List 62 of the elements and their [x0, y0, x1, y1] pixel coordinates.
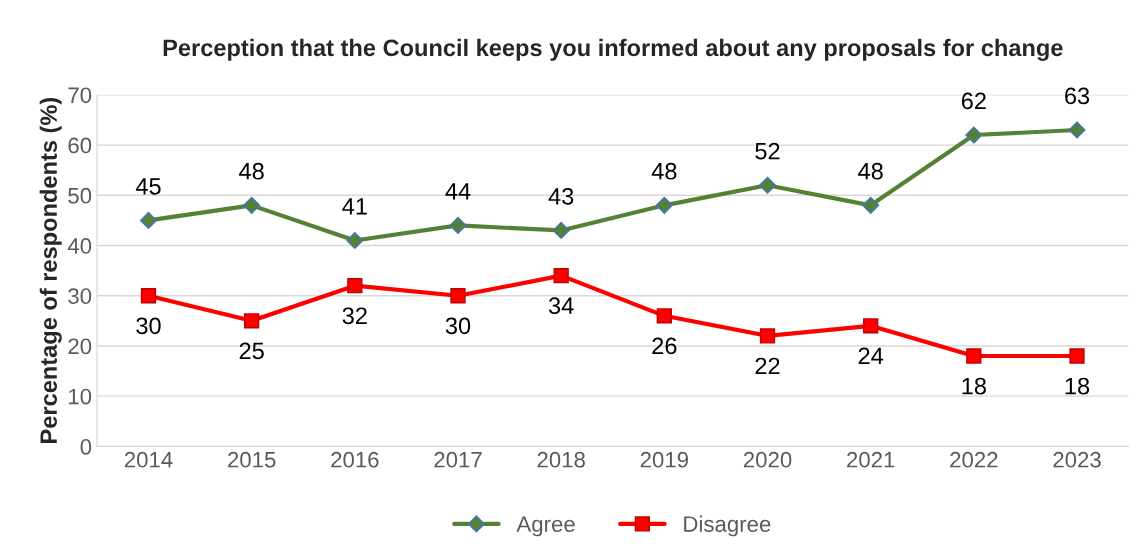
point	[863, 318, 879, 334]
data-label: 30	[136, 317, 161, 335]
data-label: 30	[445, 317, 471, 335]
y-tick-label: 50	[68, 187, 92, 204]
data-label: 43	[548, 187, 574, 205]
point	[139, 211, 158, 229]
data-label: 18	[1065, 377, 1090, 395]
point	[552, 221, 570, 240]
data-label: 45	[135, 178, 161, 195]
data-label: 48	[239, 162, 264, 180]
point	[140, 288, 157, 304]
x-tick-label: 2017	[434, 451, 482, 468]
point	[758, 176, 777, 194]
legend-label: Disagree	[684, 515, 771, 537]
point	[656, 308, 672, 324]
y-tick-label: 40	[67, 238, 92, 254]
x-tick-label: 2023	[1053, 451, 1101, 468]
data-label: 24	[858, 347, 884, 365]
point	[244, 313, 260, 329]
data-label: 32	[342, 307, 367, 325]
legend-label: Agree	[516, 516, 575, 537]
data-label: 48	[651, 162, 677, 180]
x-tick-label: 2020	[743, 451, 792, 468]
x-tick-label: 2014	[124, 451, 173, 468]
point	[966, 348, 982, 364]
data-label: 52	[755, 142, 780, 160]
y-tick-label: 10	[69, 388, 92, 405]
data-label: 63	[1065, 87, 1090, 105]
data-label: 41	[342, 198, 367, 215]
y-tick-label: 70	[68, 87, 92, 104]
x-tick-label: 2015	[228, 451, 276, 468]
data-label: 22	[755, 357, 780, 375]
x-tick-label: 2021	[847, 451, 895, 468]
point	[449, 216, 467, 234]
point	[243, 196, 261, 214]
data-label: 48	[858, 162, 883, 180]
x-tick-label: 2016	[331, 451, 379, 468]
x-tick-label: 2018	[537, 451, 585, 468]
y-tick-label: 0	[80, 438, 92, 455]
point	[553, 268, 569, 284]
chart-title: Perception that the Council keeps you informed about any proposals for change	[163, 38, 1063, 61]
point	[450, 288, 466, 304]
data-label: 25	[239, 342, 264, 360]
data-label: 18	[962, 377, 986, 395]
data-label: 34	[548, 297, 574, 315]
data-label: 44	[445, 183, 471, 200]
y-tick-label: 30	[68, 288, 92, 305]
data-label: 62	[961, 92, 986, 110]
y-tick-label: 20	[68, 338, 92, 355]
point	[347, 278, 363, 294]
point	[759, 328, 776, 344]
point	[965, 126, 983, 144]
point	[1069, 348, 1085, 364]
data-label: 26	[652, 337, 677, 355]
point	[1068, 121, 1086, 139]
y-tick-label: 60	[68, 137, 92, 154]
y-axis-title: Percentage of respondents (%)	[39, 97, 62, 443]
x-tick-label: 2022	[950, 451, 998, 468]
x-tick-label: 2019	[640, 451, 688, 468]
point	[346, 231, 364, 250]
point	[862, 196, 880, 214]
point	[655, 196, 673, 214]
